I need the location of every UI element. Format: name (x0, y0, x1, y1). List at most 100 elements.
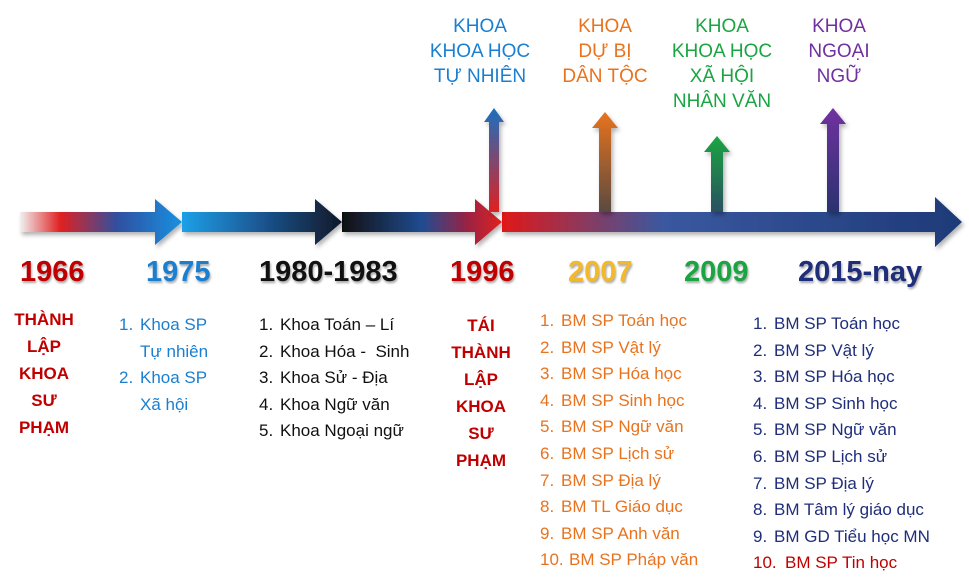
item-number: 10. (540, 550, 564, 570)
year-1966: 1966 (20, 256, 85, 288)
item-number: 10. (753, 553, 777, 573)
list-item: 4. BM SP Sinh học (753, 391, 930, 418)
top-label-dbdt: KHOA DỰ BỊ DÂN TỘC (535, 14, 675, 89)
list-item: 10. BM SP Tin học (753, 550, 930, 577)
list-item: 8. BM TL Giáo dục (540, 494, 698, 521)
item-text: Khoa Ngoại ngữ (280, 421, 404, 441)
top-label-line: NGOẠI (808, 41, 870, 62)
list-item: 9. BM SP Anh văn (540, 521, 698, 548)
list-item: Tự nhiên (119, 339, 208, 366)
item-number: 4. (540, 390, 555, 410)
list-item: 1. BM SP Toán học (540, 308, 698, 335)
item-text: Khoa Hóa - Sinh (280, 341, 410, 361)
list-item: 2. BM SP Vật lý (753, 338, 930, 365)
item-text: Tự nhiên (140, 341, 209, 361)
list-item: 2. Khoa Hóa - Sinh (259, 339, 409, 366)
year-1975: 1975 (146, 256, 211, 288)
item-number: 6. (753, 446, 768, 466)
item-number: 1. (753, 314, 768, 333)
list-2007: 1. BM SP Toán học 2. BM SP Vật lý 3. BM SP … (540, 308, 698, 574)
item-number: 2. (259, 341, 274, 361)
list-item: 9. BM GD Tiểu học MN (753, 524, 930, 551)
item-number: 7. (540, 470, 555, 490)
list-item: Xã hội (119, 392, 208, 419)
list-item: 4. Khoa Ngữ văn (259, 392, 409, 419)
list-item: 1. Khoa Toán – Lí (259, 312, 409, 339)
item-number: 1. (119, 315, 134, 334)
item-number: 2. (753, 340, 768, 360)
list-item: 3. Khoa Sử - Địa (259, 365, 409, 392)
item-text: BM Tâm lý giáo dục (774, 500, 924, 520)
year-1980-1983: 1980-1983 (259, 256, 398, 288)
branch-arrow-dbdt (592, 112, 618, 212)
event-1996: TÁI THÀNH LẬP KHOA SƯ PHẠM (441, 312, 521, 474)
branch-arrow-nn (820, 108, 846, 212)
branch-arrow-khxh (704, 136, 730, 212)
item-text: BM SP Anh văn (561, 523, 680, 543)
top-label-line: KHOA HỌC (429, 41, 531, 62)
top-label-line: TỰ NHIÊN (433, 66, 527, 87)
item-text: BM SP Hóa học (561, 364, 682, 384)
list-item: 1. Khoa SP (119, 312, 208, 339)
item-number: 7. (753, 473, 768, 493)
event-line: LẬP (464, 370, 498, 389)
year-2007: 2007 (568, 256, 633, 288)
list-item: 2. BM SP Vật lý (540, 335, 698, 362)
item-number: 4. (259, 394, 274, 414)
list-item: 7. BM SP Địa lý (540, 468, 698, 495)
item-text: BM SP Vật lý (561, 337, 661, 357)
item-number: 8. (540, 497, 555, 517)
item-number: 1. (259, 315, 274, 334)
list-item: 5. BM SP Ngữ văn (753, 417, 930, 444)
arrow-segment-1980-1996 (342, 199, 502, 245)
top-label-line: NGỮ (816, 66, 862, 87)
list-item: 3. BM SP Hóa học (753, 364, 930, 391)
top-label-line: DÂN TỘC (562, 66, 648, 87)
top-label-line: KHOA (695, 16, 749, 37)
event-line: PHẠM (18, 418, 70, 437)
item-text: BM SP Sinh học (774, 393, 898, 413)
item-text: BM SP Pháp văn (569, 550, 699, 570)
year-2015-nay: 2015-nay (798, 256, 923, 288)
arrow-segment-1996-present (502, 197, 962, 247)
item-text: BM SP Địa lý (774, 473, 874, 493)
top-label-line: KHOA HỌC (671, 41, 773, 62)
item-text: BM SP Địa lý (561, 470, 661, 490)
item-text: Khoa Sử - Địa (280, 368, 388, 388)
item-number: 2. (540, 337, 555, 357)
top-label-line: XÃ HỘI (689, 66, 755, 87)
item-text: BM SP Toán học (561, 311, 688, 330)
top-label-khtn: KHOA KHOA HỌC TỰ NHIÊN (410, 14, 550, 89)
top-label-line: KHOA (812, 16, 866, 37)
list-1975: 1. Khoa SP Tự nhiên 2. Khoa SP Xã hội (119, 312, 208, 418)
item-text: BM SP Vật lý (774, 340, 874, 360)
arrow-segment-1966-1975 (20, 199, 182, 245)
item-text: BM SP Lịch sử (561, 443, 675, 463)
event-line: TÁI (467, 316, 495, 335)
list-item: 8. BM Tâm lý giáo dục (753, 497, 930, 524)
list-item: 3. BM SP Hóa học (540, 361, 698, 388)
event-line: KHOA (18, 364, 70, 383)
item-number: 1. (540, 311, 555, 330)
item-number: 3. (753, 367, 768, 387)
item-text: Khoa Ngữ văn (280, 394, 390, 414)
item-text: Khoa SP (140, 315, 208, 334)
top-label-line: DỰ BỊ (578, 41, 632, 62)
item-number: 9. (753, 526, 768, 546)
item-number: 3. (540, 364, 555, 384)
item-text: BM TL Giáo dục (561, 497, 683, 517)
top-label-line: KHOA (578, 16, 632, 37)
item-text: BM SP Ngữ văn (561, 417, 684, 437)
event-line: THÀNH (14, 310, 74, 329)
list-item: 6. BM SP Lịch sử (540, 441, 698, 468)
list-item: 2. Khoa SP (119, 365, 208, 392)
item-number: 3. (259, 368, 274, 388)
top-label-line: NHÂN VĂN (672, 91, 772, 112)
list-item: 7. BM SP Địa lý (753, 471, 930, 498)
item-number: 5. (540, 417, 555, 437)
item-text: BM SP Hóa học (774, 367, 895, 387)
list-item: 5. Khoa Ngoại ngữ (259, 418, 409, 445)
item-number: 5. (259, 421, 274, 441)
event-line: SƯ (31, 391, 57, 410)
list-item: 4. BM SP Sinh học (540, 388, 698, 415)
